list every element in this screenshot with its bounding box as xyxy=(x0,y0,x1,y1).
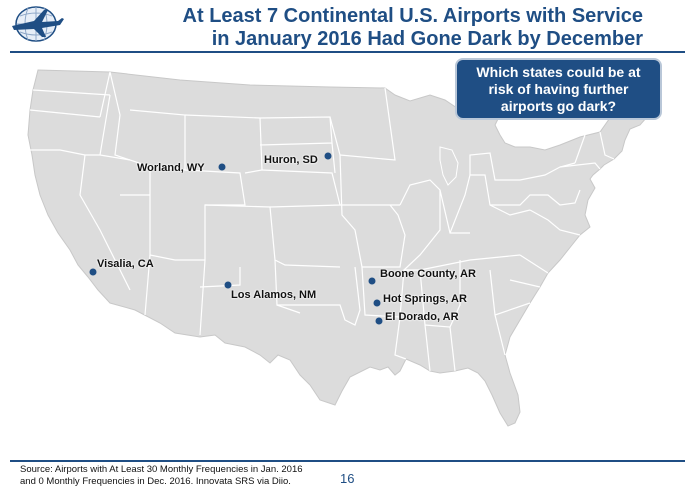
airport-marker-visalia xyxy=(89,268,97,276)
airport-label-hot-springs: Hot Springs, AR xyxy=(383,293,467,305)
airport-label-worland: Worland, WY xyxy=(137,162,205,174)
airport-label-boone-county: Boone County, AR xyxy=(380,268,476,280)
source-line-2: and 0 Monthly Frequencies in Dec. 2016. … xyxy=(20,476,291,487)
question-callout: Which states could be at risk of having … xyxy=(455,58,662,120)
airport-label-los-alamos: Los Alamos, NM xyxy=(231,289,317,301)
airport-label-huron: Huron, SD xyxy=(264,154,318,166)
title-line-2: in January 2016 Had Gone Dark by Decembe… xyxy=(211,28,643,50)
airport-marker-worland xyxy=(218,163,226,171)
airport-label-el-dorado: El Dorado, AR xyxy=(385,311,459,323)
airport-marker-hot-springs xyxy=(373,299,381,307)
source-note: Source: Airports with At Least 30 Monthl… xyxy=(20,464,303,488)
page-number: 16 xyxy=(340,471,355,486)
state-borders xyxy=(28,71,615,372)
title-line-1: At Least 7 Continental U.S. Airports wit… xyxy=(182,5,643,27)
source-line-1: Source: Airports with At Least 30 Monthl… xyxy=(20,464,303,475)
airport-marker-el-dorado xyxy=(375,317,383,325)
airport-marker-boone-county xyxy=(368,277,376,285)
title-divider xyxy=(10,51,685,53)
airport-label-visalia: Visalia, CA xyxy=(97,258,154,270)
page-title: At Least 7 Continental U.S. Airports wit… xyxy=(83,5,643,51)
us-map xyxy=(27,69,648,427)
airport-marker-huron xyxy=(324,152,332,160)
us-landmass xyxy=(27,69,648,427)
airplane-globe-logo xyxy=(12,6,64,42)
airport-marker-los-alamos xyxy=(224,281,232,289)
footer-divider xyxy=(10,460,685,462)
